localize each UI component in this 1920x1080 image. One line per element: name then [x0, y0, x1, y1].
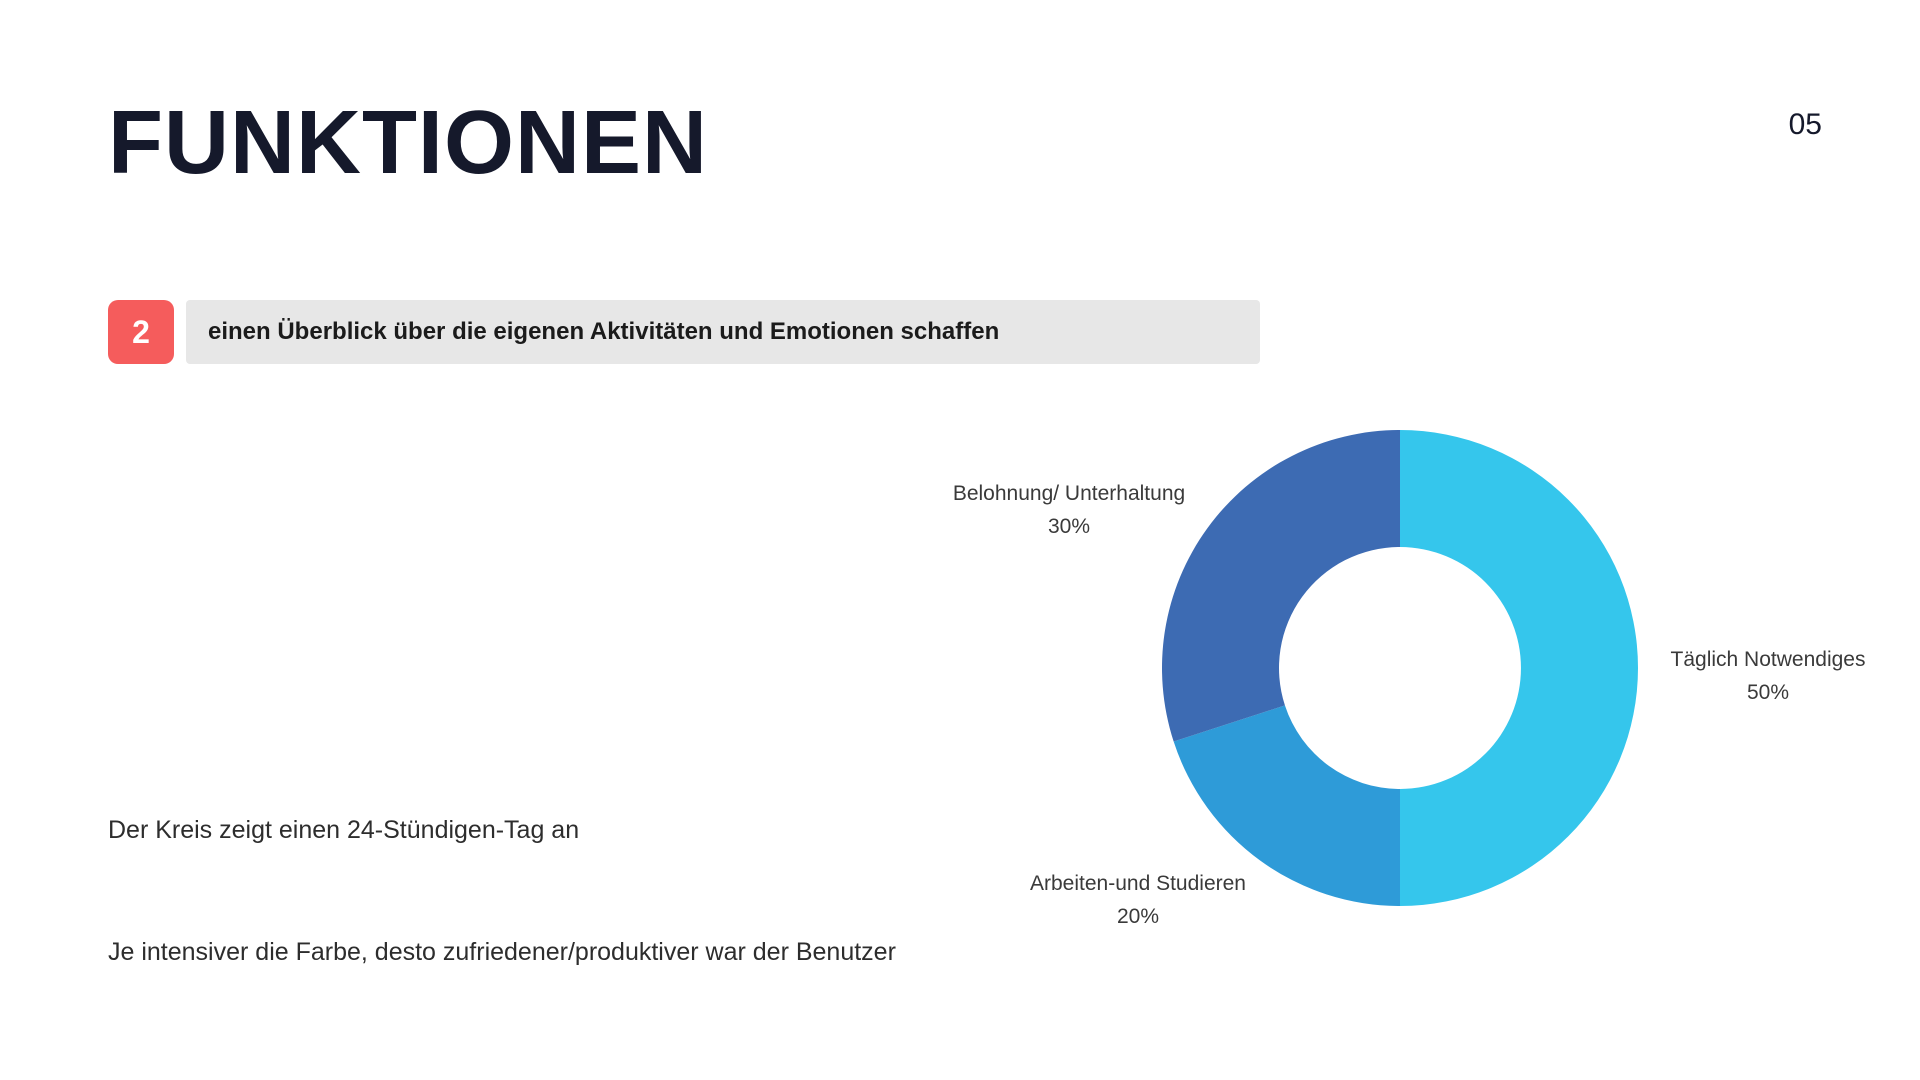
chart-label-text: Belohnung/ Unterhaltung — [952, 482, 1186, 505]
note-color-description: Je intensiver die Farbe, desto zufrieden… — [108, 938, 896, 966]
donut-chart — [1160, 428, 1640, 908]
chart-label-taeglich: Täglich Notwendiges 50% — [1671, 644, 1866, 709]
headline-row: 2 einen Überblick über die eigenen Aktiv… — [108, 300, 1260, 364]
donut-segment-0 — [1400, 430, 1638, 906]
page-number: 05 — [1788, 108, 1822, 141]
donut-segment-2 — [1162, 430, 1400, 742]
chart-label-percent: 20% — [1116, 904, 1160, 928]
donut-segment-1 — [1173, 705, 1400, 906]
page-title: FUNKTIONEN — [108, 93, 708, 193]
note-circle-description: Der Kreis zeigt einen 24-Stündigen-Tag a… — [108, 816, 580, 844]
chart-label-percent: 30% — [1047, 514, 1091, 538]
chart-label-belohnung: Belohnung/ Unterhaltung 30% — [953, 478, 1185, 543]
donut-chart-svg — [1162, 430, 1638, 906]
headline-text-bar: einen Überblick über die eigenen Aktivit… — [186, 300, 1260, 364]
chart-label-arbeiten: Arbeiten-und Studieren 20% — [1030, 868, 1246, 933]
chart-label-text: Täglich Notwendiges — [1670, 648, 1866, 671]
chart-label-text: Arbeiten-und Studieren — [1030, 872, 1246, 895]
chart-label-percent: 50% — [1746, 680, 1790, 704]
headline-number-badge: 2 — [108, 300, 174, 364]
